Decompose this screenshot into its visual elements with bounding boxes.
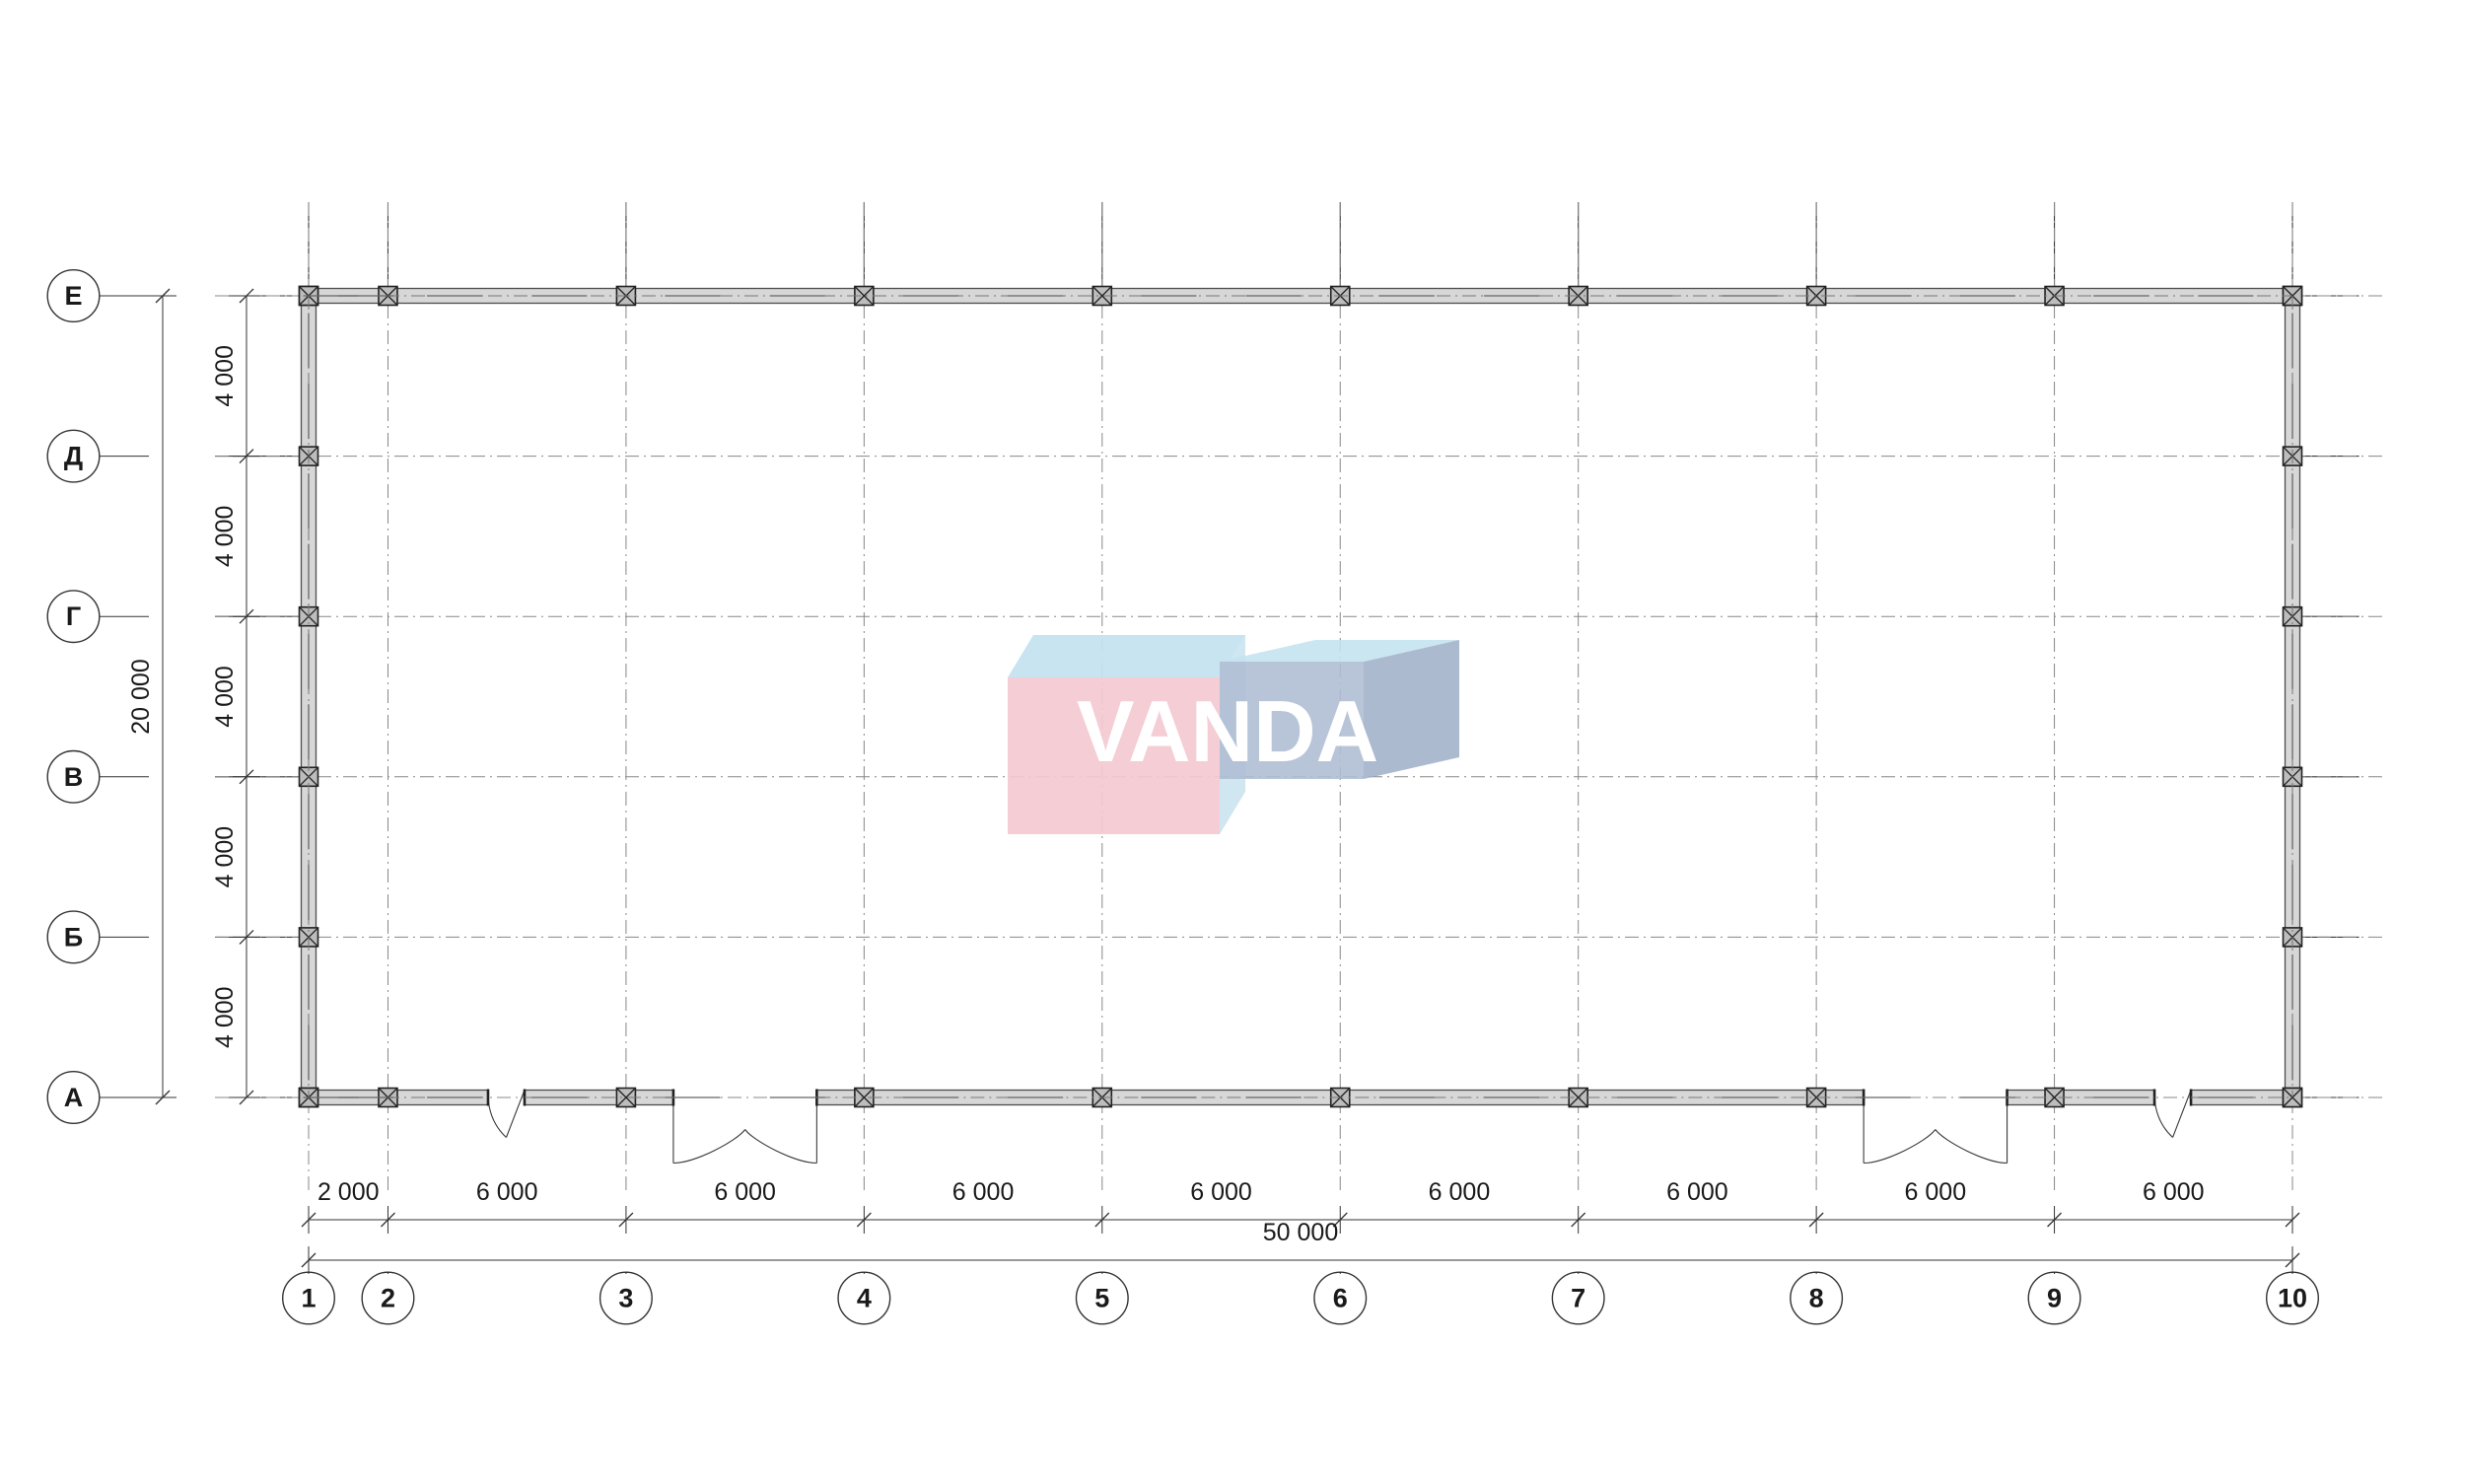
svg-text:9: 9 — [2047, 1284, 2062, 1313]
svg-text:4: 4 — [857, 1284, 872, 1313]
svg-text:10: 10 — [2278, 1284, 2307, 1313]
svg-text:6 000: 6 000 — [714, 1178, 776, 1206]
svg-text:6 000: 6 000 — [1190, 1178, 1252, 1206]
svg-text:А: А — [64, 1083, 84, 1112]
svg-text:6 000: 6 000 — [1905, 1178, 1967, 1206]
svg-text:Д: Д — [64, 442, 83, 471]
svg-text:6: 6 — [1333, 1284, 1348, 1313]
svg-text:6 000: 6 000 — [476, 1178, 538, 1206]
svg-text:Г: Г — [66, 601, 81, 631]
svg-text:В: В — [64, 762, 84, 792]
svg-text:6 000: 6 000 — [1666, 1178, 1728, 1206]
svg-text:1: 1 — [301, 1284, 316, 1313]
svg-text:4 000: 4 000 — [211, 666, 239, 728]
svg-text:20 000: 20 000 — [127, 659, 155, 734]
svg-text:50 000: 50 000 — [1263, 1219, 1338, 1246]
svg-text:4 000: 4 000 — [211, 345, 239, 407]
svg-text:Е: Е — [64, 281, 82, 311]
svg-text:4 000: 4 000 — [211, 826, 239, 888]
svg-text:VANDA: VANDA — [1077, 682, 1378, 780]
svg-text:4 000: 4 000 — [211, 986, 239, 1048]
svg-text:2 000: 2 000 — [317, 1178, 380, 1206]
svg-text:3: 3 — [618, 1284, 633, 1313]
svg-text:6 000: 6 000 — [952, 1178, 1015, 1206]
svg-text:2: 2 — [381, 1284, 395, 1313]
svg-text:4 000: 4 000 — [211, 506, 239, 568]
svg-text:5: 5 — [1094, 1284, 1109, 1313]
svg-text:8: 8 — [1809, 1284, 1824, 1313]
svg-text:6 000: 6 000 — [2143, 1178, 2205, 1206]
svg-text:Б: Б — [64, 922, 83, 952]
svg-text:6 000: 6 000 — [1429, 1178, 1491, 1206]
svg-text:7: 7 — [1571, 1284, 1585, 1313]
